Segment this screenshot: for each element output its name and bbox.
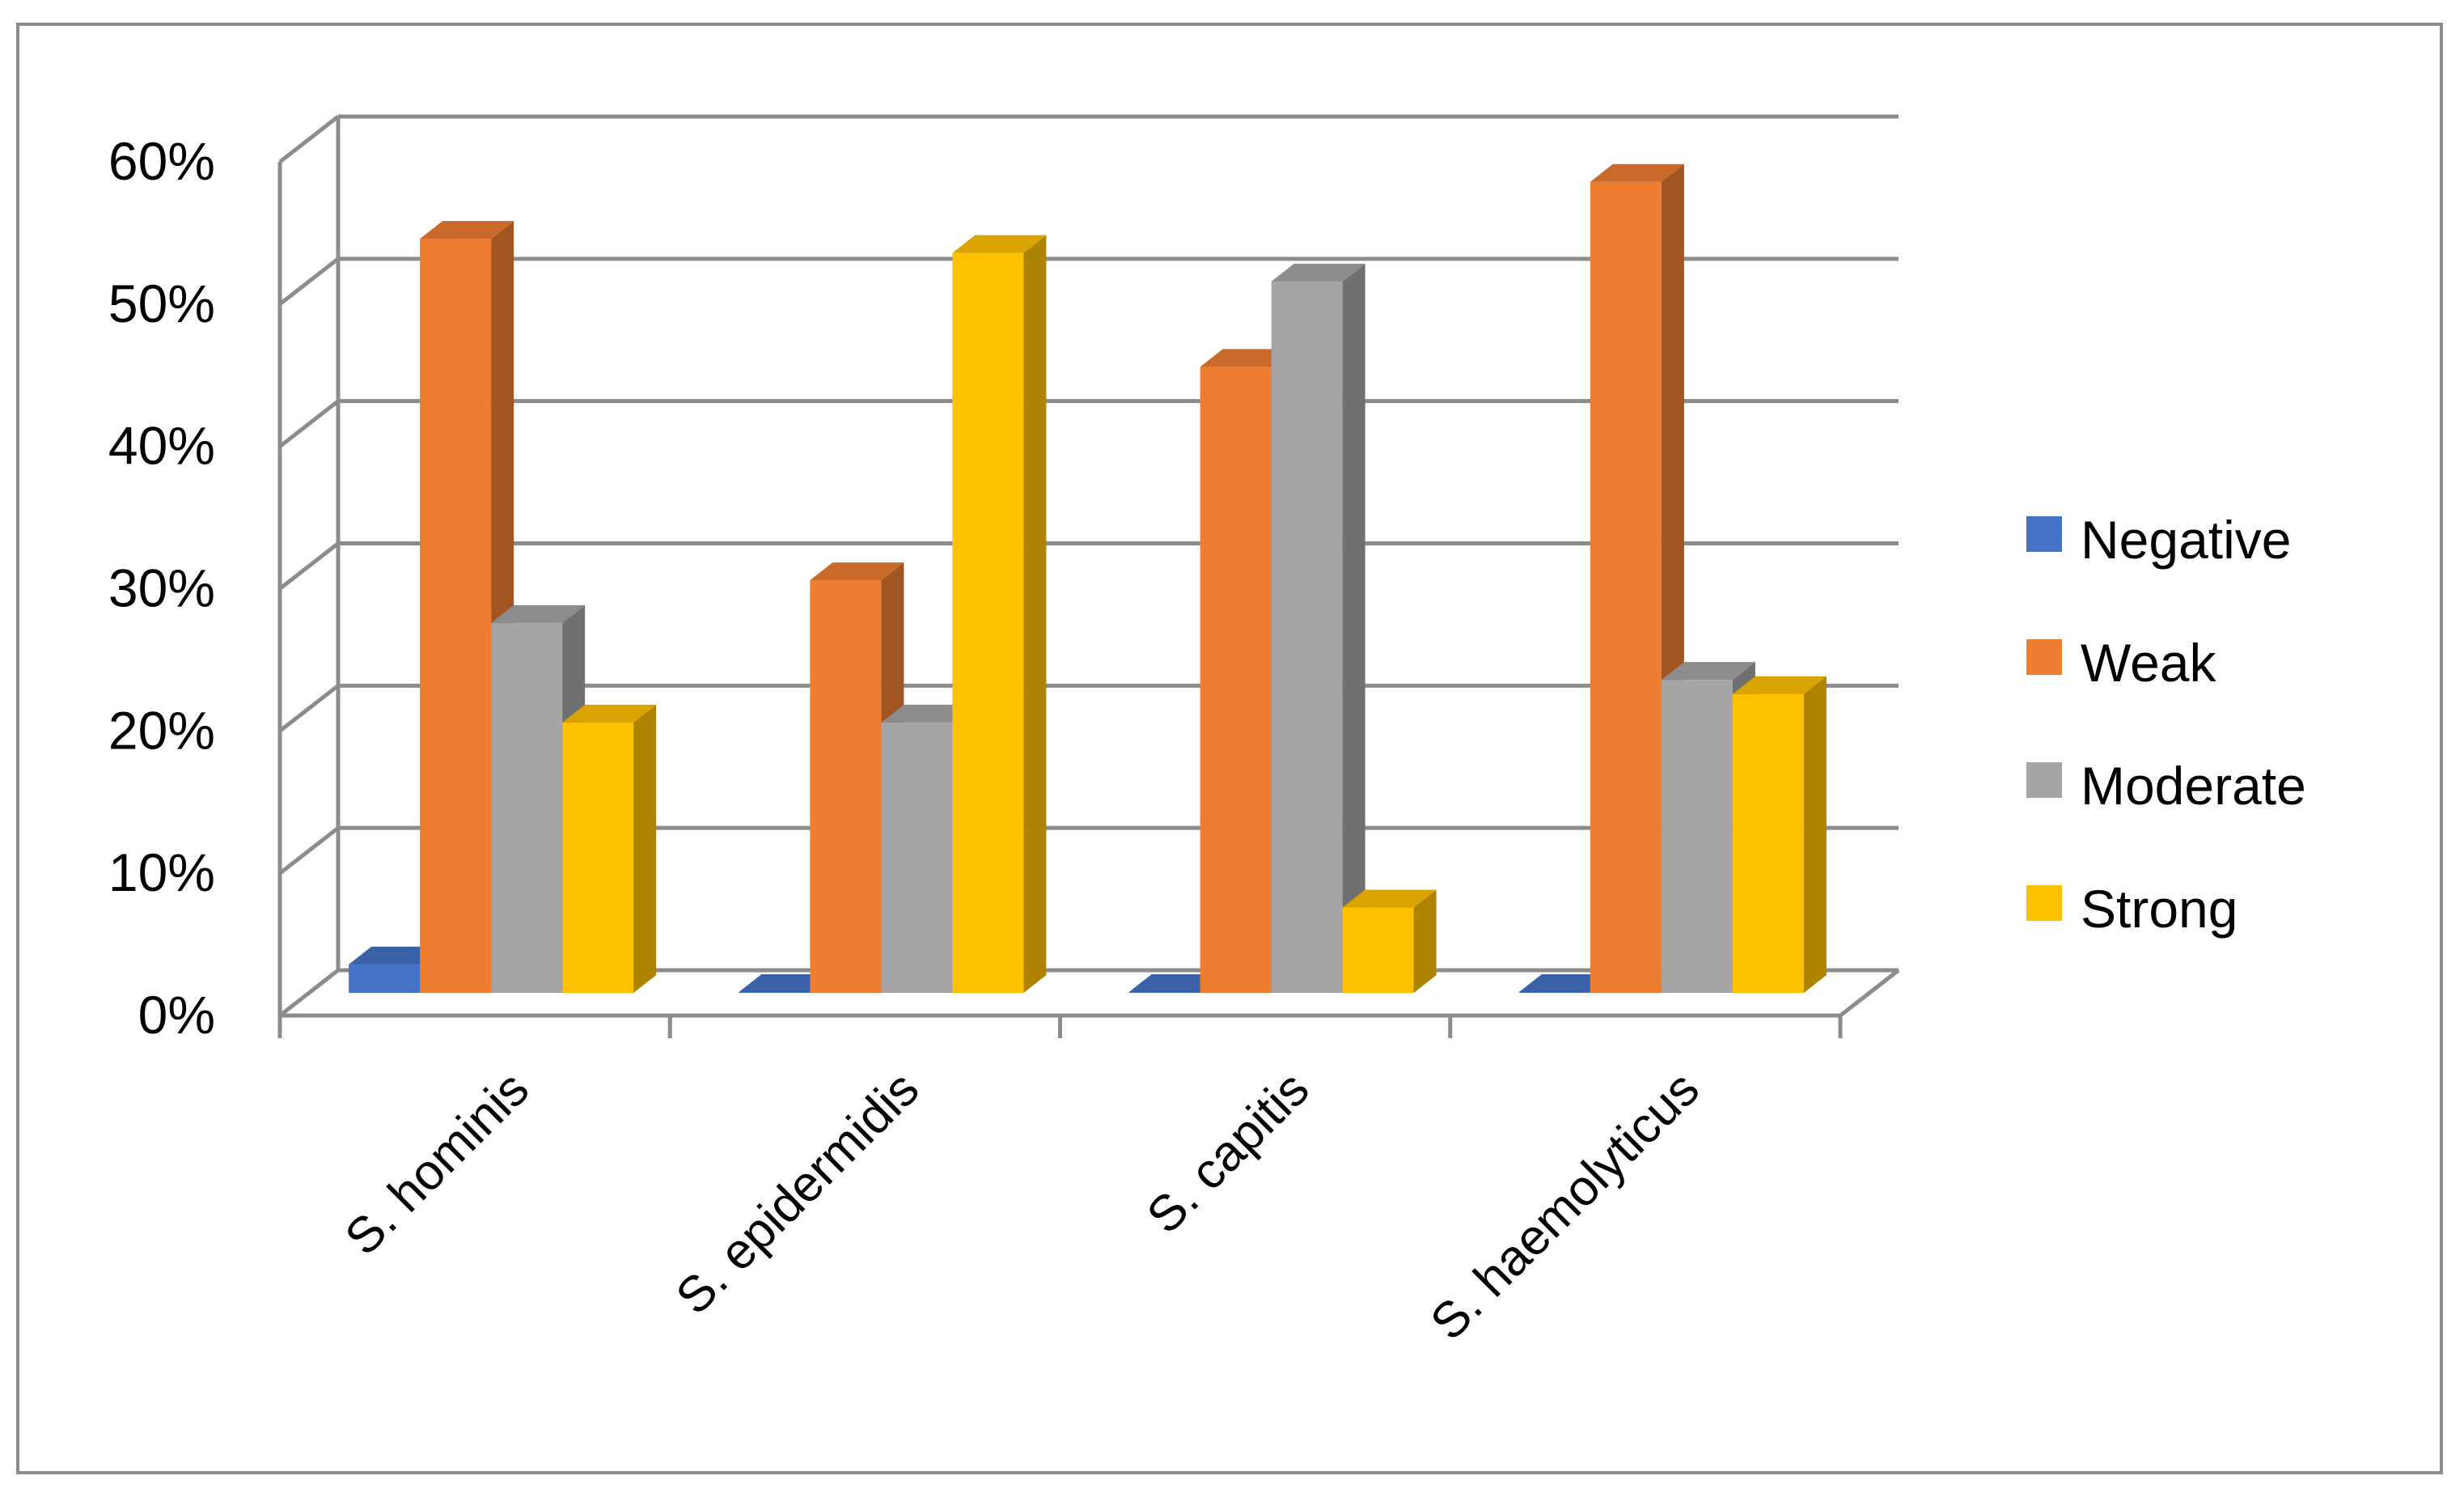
- gridline-diagonal: [278, 969, 340, 1017]
- legend-label: Weak: [2081, 633, 2217, 693]
- bar-front: [1590, 181, 1662, 993]
- bar-top: [1661, 662, 1755, 681]
- bar: [562, 704, 657, 993]
- legend-item: Negative: [2026, 510, 2292, 570]
- bar-side: [1803, 676, 1827, 993]
- bar-front: [881, 722, 953, 993]
- bar-top: [1590, 163, 1684, 182]
- bar-front: [420, 239, 492, 993]
- bar-side: [1342, 263, 1365, 993]
- y-axis-tick-labels: 0% 10% 20% 30% 40% 50% 60%: [108, 131, 215, 1045]
- legend-swatch: [2026, 639, 2062, 675]
- bar: [1590, 163, 1684, 993]
- legend-item: Moderate: [2026, 756, 2306, 816]
- bar-top: [420, 221, 514, 240]
- bar-front: [562, 722, 634, 993]
- bar-front: [810, 580, 882, 993]
- gridline-diagonal: [278, 257, 340, 306]
- bar-front: [1342, 907, 1414, 993]
- x-category-label: S. hominis: [335, 1061, 540, 1266]
- gridline-diagonal: [278, 399, 340, 448]
- bar: [1732, 676, 1827, 993]
- bar-front: [1128, 992, 1200, 993]
- bar-top: [1200, 349, 1294, 367]
- legend-swatch: [2026, 762, 2062, 798]
- bar-top: [1128, 974, 1223, 992]
- bar-side: [633, 704, 657, 993]
- bar-top: [881, 704, 976, 723]
- legend-label: Negative: [2081, 510, 2292, 570]
- bar-front: [1200, 367, 1272, 993]
- bar-front: [491, 622, 563, 993]
- bar-top: [739, 974, 833, 992]
- bar-top: [952, 235, 1047, 253]
- legend-item: Weak: [2026, 633, 2217, 693]
- bar-front: [1518, 992, 1590, 993]
- bar-top: [810, 562, 904, 581]
- bar: [1271, 263, 1365, 993]
- gridline-diagonal: [278, 541, 340, 591]
- bar-top: [349, 946, 443, 965]
- legend: Negative Weak Moderate Strong: [2026, 510, 2306, 939]
- bar-top: [562, 704, 657, 723]
- bar-top: [1342, 889, 1437, 908]
- bar-top: [1271, 263, 1365, 282]
- legend-label: Moderate: [2081, 756, 2306, 816]
- legend-swatch: [2026, 885, 2062, 921]
- bar-front: [1732, 693, 1804, 993]
- legend-label: Strong: [2081, 879, 2237, 939]
- bar-front: [1271, 281, 1343, 993]
- gridline-diagonal: [278, 684, 340, 733]
- gridline-diagonal: [278, 115, 340, 163]
- bar-front: [952, 252, 1024, 994]
- y-tick-label: 40%: [108, 416, 215, 476]
- y-tick-label: 10%: [108, 842, 215, 902]
- bar-top: [1732, 676, 1827, 694]
- x-category-label: S. capitis: [1137, 1061, 1320, 1245]
- chart-bars: [349, 163, 1827, 994]
- bar-front: [349, 964, 421, 993]
- y-tick-label: 60%: [108, 131, 215, 191]
- bar-front: [739, 992, 811, 993]
- y-tick-label: 50%: [108, 274, 215, 333]
- bar-side: [1413, 889, 1437, 993]
- y-tick-label: 0%: [138, 985, 215, 1045]
- x-category-label: S. haemolyticus: [1420, 1061, 1710, 1351]
- floor-edge: [1839, 969, 1900, 1017]
- bar-top: [1518, 974, 1613, 992]
- bar: [952, 235, 1047, 994]
- bar: [491, 604, 586, 993]
- bar-top: [491, 604, 586, 623]
- bar-front: [1661, 680, 1733, 993]
- legend-item: Strong: [2026, 879, 2237, 939]
- x-axis-category-labels: S. hominis S. epidermidis S. capitis S. hae…: [335, 1061, 1710, 1351]
- y-tick-label: 30%: [108, 558, 215, 618]
- bar: [1342, 889, 1437, 993]
- x-category-label: S. epidermidis: [666, 1061, 930, 1325]
- y-tick-label: 20%: [108, 700, 215, 760]
- gridline-diagonal: [278, 826, 340, 876]
- bar-side: [1023, 235, 1047, 994]
- legend-swatch: [2026, 516, 2062, 552]
